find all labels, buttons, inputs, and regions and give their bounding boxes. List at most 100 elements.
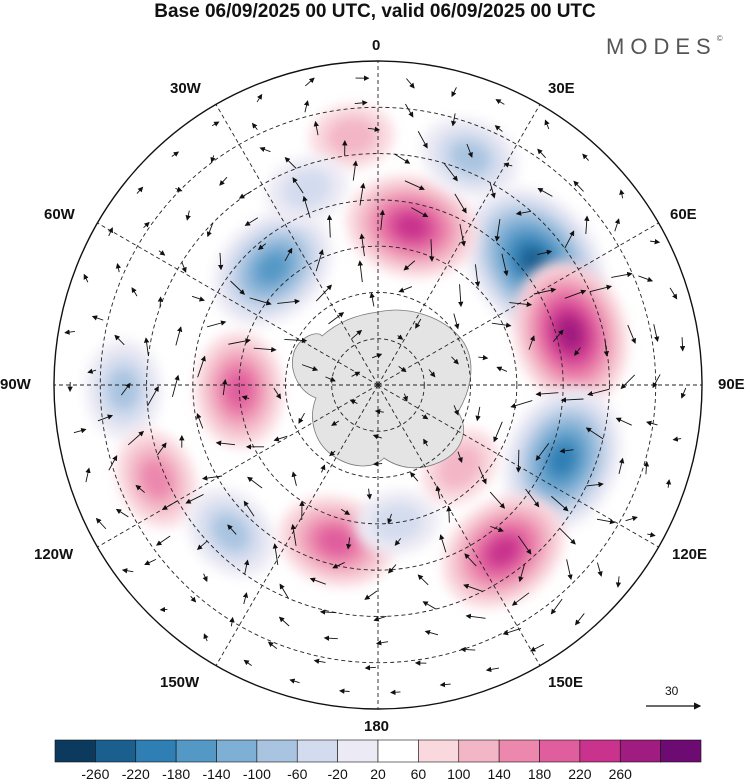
- wind-vector: [230, 280, 245, 295]
- wind-vector: [156, 535, 171, 546]
- wind-vector: [144, 558, 157, 566]
- wind-vector: [359, 233, 365, 257]
- wind-vector: [366, 488, 372, 500]
- wind-vector: [218, 252, 224, 271]
- antarctica-landmass: [292, 309, 472, 469]
- wind-vector: [387, 513, 393, 525]
- wind-vector: [171, 151, 180, 157]
- wind-vector: [646, 420, 658, 426]
- meridian-line: [97, 222, 379, 386]
- wind-vector: [417, 131, 428, 149]
- colorbar-tick-label: 260: [608, 766, 632, 782]
- wind-vector: [272, 543, 279, 566]
- colorbar-swatch: [619, 739, 661, 763]
- wind-vector: [402, 393, 408, 402]
- anomaly-pos-4: [346, 175, 478, 278]
- anomaly-pos-14: [309, 104, 394, 169]
- wind-vector: [509, 301, 533, 308]
- wind-vector: [518, 563, 526, 583]
- wind-vector: [196, 540, 208, 550]
- colorbar-swatch: [579, 739, 621, 763]
- wind-vector: [181, 261, 187, 273]
- anomaly-neg-8: [85, 339, 162, 440]
- lon-label-90w: 90W: [0, 376, 31, 393]
- wind-vector: [346, 537, 352, 550]
- wind-vector: [564, 289, 587, 299]
- wind-vector: [535, 442, 550, 461]
- latitude-circle: [331, 338, 425, 432]
- colorbar-tick-label: -100: [242, 766, 271, 782]
- anomaly-pos-3: [442, 495, 565, 608]
- wind-vector: [453, 313, 460, 330]
- colorbar-tick-label: 60: [410, 766, 427, 782]
- wind-vector: [627, 324, 636, 344]
- wind-vector: [415, 318, 422, 329]
- wind-vector: [625, 515, 638, 522]
- wind-vector: [465, 613, 486, 620]
- wind-vector: [242, 592, 249, 605]
- wind-vector: [495, 99, 505, 105]
- wind-vector: [247, 476, 263, 489]
- wind-vector: [390, 689, 401, 696]
- wind-vector: [115, 262, 122, 273]
- wind-vector: [83, 273, 89, 283]
- wind-vector: [185, 210, 191, 221]
- lon-label-180: 180: [364, 718, 390, 735]
- wind-vector: [309, 577, 326, 585]
- wind-vector: [359, 182, 366, 206]
- wind-vector: [475, 406, 481, 422]
- wind-vector: [446, 505, 452, 523]
- wind-vector: [474, 264, 481, 288]
- wind-vector: [241, 395, 250, 401]
- wind-vector: [411, 207, 429, 218]
- wind-vector: [529, 643, 545, 652]
- colorbar: [54, 739, 702, 763]
- wind-vector: [354, 100, 368, 106]
- wind-vector: [352, 160, 358, 181]
- wind-vector: [457, 451, 463, 463]
- wind-vector: [611, 271, 633, 278]
- wind-vector: [421, 414, 429, 420]
- wind-vector: [587, 388, 610, 397]
- wind-vector: [404, 180, 425, 191]
- colorbar-swatch: [135, 739, 177, 763]
- wind-vector: [158, 250, 166, 256]
- wind-vector: [394, 538, 402, 546]
- wind-vector: [215, 440, 235, 446]
- wind-vector: [328, 312, 345, 325]
- wind-vector: [566, 559, 573, 581]
- wind-vector: [292, 177, 304, 194]
- wind-vector: [398, 366, 407, 373]
- wind-vector: [439, 681, 451, 688]
- wind-vector: [424, 629, 439, 636]
- wind-vector: [451, 87, 457, 98]
- wind-vector: [257, 243, 267, 250]
- wind-vector: [489, 182, 496, 199]
- reference-vector-label: 30: [665, 684, 679, 698]
- wind-vector: [323, 635, 338, 641]
- wind-vector: [515, 210, 532, 216]
- wind-vector: [537, 148, 546, 159]
- wind-vector: [379, 209, 385, 231]
- wind-vector: [222, 378, 228, 396]
- wind-vector: [615, 576, 622, 588]
- wind-vector: [454, 193, 467, 214]
- wind-vector: [369, 292, 375, 307]
- wind-vector: [458, 284, 464, 308]
- wind-vector: [596, 562, 603, 577]
- lon-label-0: 0: [372, 37, 381, 54]
- anomaly-field: [85, 104, 628, 608]
- colorbar-swatch: [539, 739, 581, 763]
- meridian-line: [215, 104, 379, 386]
- colorbar-tick-label: 180: [527, 766, 552, 782]
- wind-vector: [375, 640, 389, 646]
- wind-vector: [147, 385, 159, 407]
- wind-vector: [284, 337, 308, 344]
- lon-label-30w: 30W: [170, 80, 201, 97]
- wind-vector: [669, 287, 678, 300]
- wind-vector: [301, 364, 319, 372]
- wind-vector: [560, 397, 584, 403]
- wind-vector: [326, 214, 333, 238]
- wind-vector: [190, 595, 197, 603]
- modes-logo-text: MODES: [606, 34, 717, 59]
